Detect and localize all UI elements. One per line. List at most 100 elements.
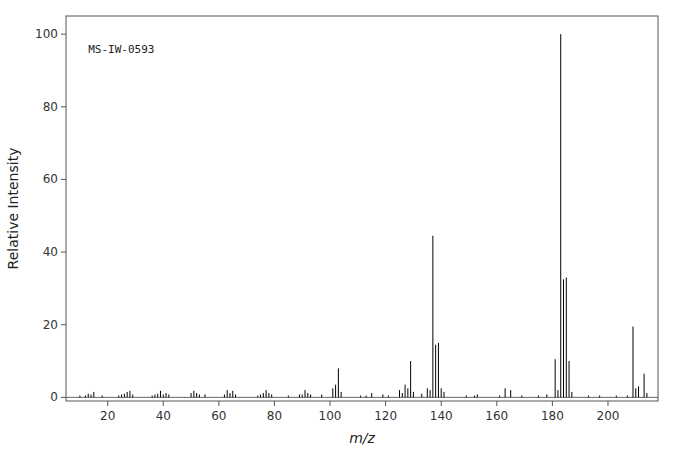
peak	[266, 390, 267, 397]
y-tick: 60	[43, 172, 66, 186]
x-tick-mark	[163, 401, 164, 406]
y-tick-label: 20	[43, 318, 58, 332]
peak	[616, 396, 617, 398]
peak	[257, 396, 258, 398]
x-tick-mark	[107, 401, 108, 406]
peak	[154, 394, 155, 397]
chart: 20406080100120140160180200020406080100MS…	[0, 0, 676, 455]
peak	[382, 394, 383, 397]
peaks	[66, 34, 658, 397]
x-tick-label: 40	[156, 409, 171, 423]
x-tick-mark	[552, 401, 553, 406]
peak	[191, 393, 192, 397]
peak	[299, 394, 300, 397]
peak	[441, 388, 442, 397]
peak	[163, 394, 164, 397]
peak	[310, 394, 311, 397]
peak	[474, 396, 475, 398]
x-tick-mark	[218, 401, 219, 406]
peak	[166, 393, 167, 397]
peak	[271, 394, 272, 397]
y-tick-mark	[61, 179, 66, 180]
peak	[227, 390, 228, 397]
peak	[88, 394, 89, 398]
y-axis: 0 20 40 60 80 100	[35, 27, 66, 404]
x-tick-label: 180	[541, 409, 564, 423]
peak	[132, 394, 133, 397]
y-tick-mark	[61, 397, 66, 398]
x-tick-mark	[385, 401, 386, 406]
peak	[566, 278, 567, 398]
x-tick: 40	[156, 401, 171, 423]
x-tick-label: 120	[374, 409, 397, 423]
peak	[538, 396, 539, 398]
y-axis-label: Relative Intensity	[5, 148, 21, 270]
peak	[196, 393, 197, 397]
peak	[635, 388, 636, 397]
peak	[152, 396, 153, 398]
peak	[85, 396, 86, 398]
plot-frame	[66, 16, 658, 401]
x-tick-mark	[330, 401, 331, 406]
peak	[93, 392, 94, 397]
x-tick-label: 160	[485, 409, 508, 423]
peak	[588, 396, 589, 398]
y-tick-mark	[61, 34, 66, 35]
peak	[305, 390, 306, 397]
peak	[302, 394, 303, 397]
x-tick-mark	[496, 401, 497, 406]
x-tick-label: 200	[597, 409, 620, 423]
peak	[118, 396, 119, 398]
y-tick-label: 60	[43, 172, 58, 186]
x-tick: 20	[100, 401, 115, 423]
peak	[321, 394, 322, 397]
x-tick: 180	[541, 401, 564, 423]
peak	[563, 279, 564, 397]
x-tick: 60	[211, 401, 226, 423]
peak	[199, 394, 200, 397]
peak	[160, 391, 161, 398]
peak	[168, 394, 169, 397]
peak	[405, 385, 406, 398]
peak	[466, 396, 467, 398]
peak	[371, 393, 372, 397]
y-tick: 40	[43, 245, 66, 259]
y-tick-label: 100	[35, 27, 58, 41]
x-tick-label: 140	[430, 409, 453, 423]
peak	[644, 374, 645, 398]
y-tick: 20	[43, 318, 66, 332]
x-tick-label: 80	[267, 409, 282, 423]
peak	[477, 394, 478, 397]
x-tick: 200	[597, 401, 620, 423]
peak	[127, 392, 128, 397]
peak	[263, 393, 264, 397]
peak	[599, 396, 600, 398]
peak	[360, 396, 361, 398]
peak	[438, 343, 439, 397]
y-tick-label: 40	[43, 245, 58, 259]
x-tick-label: 20	[100, 409, 115, 423]
peak	[432, 236, 433, 398]
peak	[268, 393, 269, 397]
x-axis: 20 40 60 80 100 120 140 160 180 200	[100, 401, 619, 423]
peak	[638, 386, 639, 397]
x-tick: 140	[430, 401, 453, 423]
peak	[410, 361, 411, 397]
x-tick-label: 100	[319, 409, 342, 423]
peak	[430, 390, 431, 397]
peak	[307, 393, 308, 397]
y-tick: 100	[35, 27, 66, 41]
peak	[510, 390, 511, 397]
peak	[499, 396, 500, 398]
peak	[505, 388, 506, 397]
peak	[571, 392, 572, 397]
x-tick: 100	[319, 401, 342, 423]
peak	[260, 394, 261, 397]
y-tick: 0	[50, 390, 66, 404]
x-tick: 160	[485, 401, 508, 423]
y-tick-label: 80	[43, 100, 58, 114]
y-tick-mark	[61, 324, 66, 325]
peak	[129, 391, 130, 398]
peak	[560, 34, 561, 397]
x-tick-mark	[441, 401, 442, 406]
